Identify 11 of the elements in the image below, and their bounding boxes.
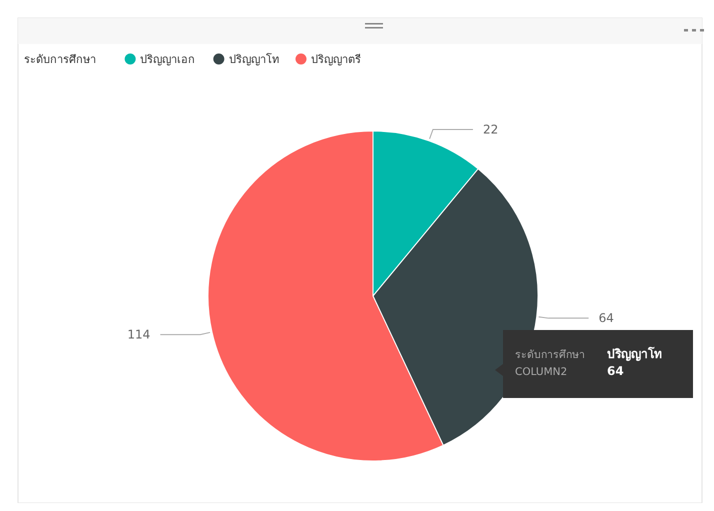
legend-label: ปริญญาเอก bbox=[140, 53, 196, 66]
data-label: 114 bbox=[127, 328, 150, 342]
text: COLUMN2 bbox=[515, 366, 568, 378]
text: 64 bbox=[607, 364, 624, 378]
text: ระดับการศึกษา bbox=[515, 349, 585, 361]
text: ปริญญาโท bbox=[607, 346, 662, 361]
data-label: 22 bbox=[482, 122, 498, 136]
legend-label: ปริญญาโท bbox=[228, 52, 279, 66]
legend-label: ปริญญาตรี bbox=[311, 53, 361, 66]
data-label: 64 bbox=[598, 311, 614, 326]
legend-title: ระดับการศึกษา bbox=[24, 53, 96, 66]
